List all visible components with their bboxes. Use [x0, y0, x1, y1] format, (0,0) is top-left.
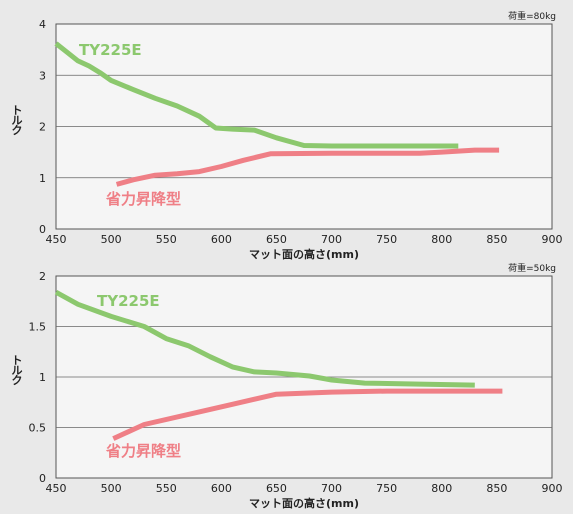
x-tick-label: 850: [486, 482, 507, 495]
y-tick-label: 4: [39, 18, 46, 31]
x-axis-title: マット面の高さ(mm): [249, 496, 359, 510]
y-axis-title: トルク: [12, 354, 23, 387]
series-label: TY225E: [79, 41, 142, 59]
y-axis-title-char: ク: [12, 374, 23, 387]
x-tick-label: 650: [266, 482, 287, 495]
x-tick-label: 600: [211, 233, 232, 246]
y-axis-title: トルク: [12, 104, 23, 137]
x-tick-label: 650: [266, 233, 287, 246]
series-label: 省力昇降型: [105, 442, 181, 460]
y-axis-title-char: ク: [12, 124, 23, 137]
series-lines: [54, 290, 503, 441]
series-label: 省力昇降型: [105, 190, 181, 208]
load-note: 荷重=50kg: [508, 262, 556, 274]
x-tick-labels: 450 500 550 600 650 700 750 800 850 900: [46, 233, 563, 246]
y-tick-label: 0: [39, 223, 46, 236]
y-tick-label: 2: [39, 270, 46, 283]
x-tick-label: 800: [431, 482, 452, 495]
x-tick-label: 750: [376, 233, 397, 246]
x-tick-labels: 450 500 550 600 650 700 750 800 850 900: [46, 482, 563, 495]
series-line-1: [115, 147, 500, 187]
series-labels: TY225E 省力昇降型: [79, 41, 181, 208]
y-axis-title-char: ト: [12, 354, 23, 367]
y-tick-label: 0.5: [29, 422, 47, 435]
series-lines: [54, 41, 500, 187]
x-tick-label: 700: [321, 233, 342, 246]
series-line-0: [54, 41, 459, 149]
y-tick-label: 2: [39, 121, 46, 134]
y-tick-label: 1: [39, 172, 46, 185]
x-tick-label: 700: [321, 482, 342, 495]
x-tick-label: 900: [542, 482, 563, 495]
load-note: 荷重=80kg: [508, 10, 556, 22]
y-axis-title-char: ル: [12, 114, 23, 127]
x-tick-label: 450: [46, 233, 67, 246]
y-tick-label: 1.5: [29, 321, 47, 334]
y-tick-label: 1: [39, 371, 46, 384]
chart-panel-80kg: 0 1 2 3 4 450 500 550 600 650 700 750 800 850 900 TY2…: [12, 10, 563, 261]
x-tick-label: 800: [431, 233, 452, 246]
y-tick-label: 0: [39, 472, 46, 485]
x-tick-label: 500: [101, 482, 122, 495]
x-tick-label: 850: [486, 233, 507, 246]
x-tick-label: 450: [46, 482, 67, 495]
series-line-0: [54, 290, 475, 388]
x-tick-label: 500: [101, 233, 122, 246]
y-axis-title-char: ト: [12, 104, 23, 117]
x-tick-label: 550: [156, 233, 177, 246]
x-axis-title: マット面の高さ(mm): [249, 247, 359, 261]
y-tick-labels: 0 1 2 3 4: [39, 18, 46, 236]
chart-panel-50kg: 0 0.5 1 1.5 2 450 500 550 600 650 700 750 800 850 900…: [12, 262, 563, 510]
x-tick-label: 550: [156, 482, 177, 495]
x-tick-label: 600: [211, 482, 232, 495]
x-tick-label: 750: [376, 482, 397, 495]
series-line-1: [112, 388, 503, 441]
x-tick-label: 900: [542, 233, 563, 246]
y-tick-label: 3: [39, 69, 46, 82]
y-tick-labels: 0 0.5 1 1.5 2: [29, 270, 47, 485]
series-label: TY225E: [97, 292, 160, 310]
y-axis-title-char: ル: [12, 364, 23, 377]
series-labels: TY225E 省力昇降型: [97, 292, 181, 460]
